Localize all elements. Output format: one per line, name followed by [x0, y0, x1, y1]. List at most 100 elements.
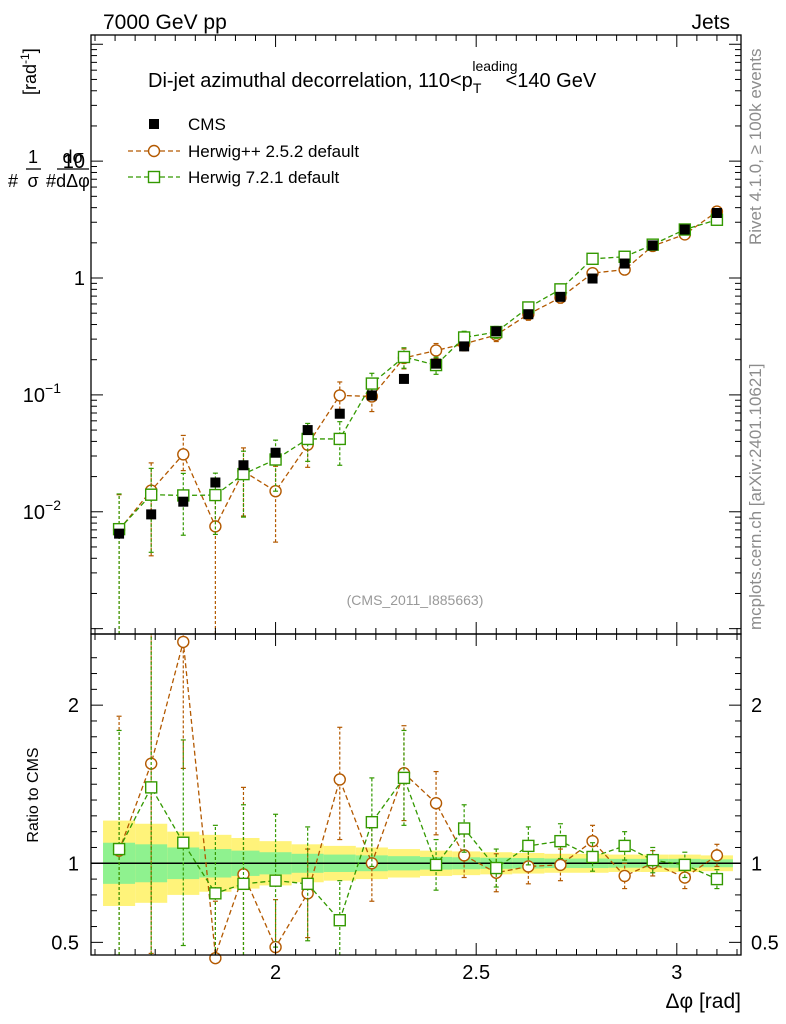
main-y-axis-label: # 1 σ # dσ dΔφ [rad-1]	[8, 48, 90, 191]
main-marks	[112, 205, 724, 634]
ylabel-sigma: σ	[27, 171, 38, 191]
ylabel-hash1: #	[8, 171, 18, 191]
ratio-ytick-label-right: 0.5	[751, 932, 779, 954]
cms-point	[178, 496, 189, 507]
cms-point	[114, 528, 125, 539]
herwigpp-ratio-point	[177, 635, 190, 649]
herwig7-ratio-point	[457, 822, 471, 835]
legend-label-cms: CMS	[188, 115, 226, 134]
cms-point	[238, 460, 249, 471]
cms-point	[711, 207, 722, 218]
title-superscript: leading	[472, 58, 517, 74]
ylabel-ddphi: dΔφ	[56, 171, 90, 191]
herwig7-point	[144, 488, 158, 501]
ytick-base: 10	[23, 385, 45, 407]
herwigpp-point	[429, 344, 443, 357]
header-right: Jets	[691, 11, 730, 34]
ratio-frame	[90, 633, 742, 956]
main-ytick-label: 10	[63, 151, 85, 173]
ylabel-unit-open: [rad	[20, 64, 40, 95]
rivet-label: Rivet 4.1.0, ≥ 100k events	[746, 49, 765, 245]
cms-point	[366, 390, 377, 401]
ylabel-unit-close: ]	[20, 48, 40, 53]
herwig7-ratio-point	[490, 861, 503, 875]
herwigpp-ratio-point	[365, 857, 379, 870]
herwig7-ratio-point	[365, 815, 379, 829]
main-ytick-label: 10−1	[23, 380, 61, 407]
herwigpp-ratio-point	[554, 858, 567, 872]
ratio-ytick-label-right: 1	[751, 853, 762, 875]
ytick-base: 1	[74, 268, 85, 290]
ytick-base: 10	[63, 151, 85, 173]
herwig7-ratio-point	[112, 842, 126, 856]
title-subscript: T	[473, 80, 482, 96]
herwigpp-ratio-point	[522, 860, 535, 873]
cms-point	[334, 408, 345, 419]
ytick-exp: −1	[45, 380, 61, 396]
ratio-ytick-label-left: 2	[68, 695, 79, 717]
ratio-marks	[112, 634, 724, 965]
legend: CMS Herwig++ 2.5.2 default Herwig 7.2.1 de…	[128, 115, 359, 187]
herwigpp-line	[118, 211, 718, 531]
cms-point	[647, 240, 658, 251]
main-ytick-label: 1	[74, 268, 85, 290]
herwig7-point	[301, 432, 314, 446]
cms-point	[523, 309, 534, 320]
xtick-label: 3	[671, 962, 682, 984]
cms-point	[587, 273, 598, 284]
herwigpp-point	[333, 389, 346, 402]
ratio-axes: 0.5 0.5 1 1 2 2 2 2.5 3	[51, 633, 779, 984]
main-title: Di-jet azimuthal decorrelation, 110<pTle…	[148, 58, 597, 96]
herwig7-ratio-point	[429, 858, 443, 872]
legend-marker-herwigpp	[147, 144, 161, 158]
herwigpp-ratio-point	[429, 796, 443, 810]
herwigpp-ratio-point	[618, 869, 631, 883]
legend-marker-cms	[149, 119, 159, 129]
ratio-y-axis-label: Ratio to CMS	[25, 747, 42, 842]
cms-point	[398, 373, 409, 384]
mcplots-label: mcplots.cern.ch [arXiv:2401.10621]	[746, 364, 765, 630]
ylabel-hash2: #	[46, 171, 56, 191]
herwig7-ratio-point	[177, 836, 190, 849]
herwig7-ratio-point	[333, 914, 346, 927]
herwig7-point	[397, 350, 411, 364]
herwigpp-ratio-point	[333, 773, 346, 786]
herwig7-point	[586, 252, 599, 266]
herwig7-ratio-point	[269, 874, 282, 887]
herwig7-point	[333, 432, 346, 446]
legend-marker-herwig7	[147, 170, 161, 184]
title-prefix: Di-jet azimuthal decorrelation, 110<p	[148, 70, 473, 92]
herwig7-ratio-point	[554, 834, 567, 848]
x-axis-symbol: Δφ	[665, 990, 693, 1013]
herwig7-ratio-point	[397, 771, 411, 785]
ratio-ytick-label-left: 0.5	[51, 932, 79, 954]
ylabel-one: 1	[28, 147, 38, 167]
herwig7-ratio-point	[586, 850, 599, 864]
ytick-base: 10	[23, 502, 45, 524]
cms-point	[619, 258, 630, 269]
herwig7-ratio-point	[209, 887, 222, 900]
ratio-bands	[91, 820, 741, 906]
herwig7-point	[209, 488, 222, 502]
herwig7-ratio-point	[710, 872, 724, 886]
cms-point	[302, 425, 313, 436]
ratio-ytick-label-right: 2	[751, 695, 762, 717]
herwig7-ratio-point	[678, 858, 692, 872]
ratio-ytick-label-left: 1	[68, 853, 79, 875]
cms-point	[491, 326, 502, 337]
cms-point	[431, 358, 442, 369]
herwig7-point	[237, 467, 250, 481]
cms-point	[146, 509, 157, 520]
herwigpp-ratio-line	[118, 641, 718, 956]
watermark: (CMS_2011_I885663)	[347, 592, 484, 608]
herwig7-point	[365, 377, 379, 390]
ratio-panel: 0.5 0.5 1 1 2 2 2 2.5 3 Ratio to CMS Δφ [rad]	[25, 633, 779, 1013]
herwig7-ratio-point	[646, 853, 659, 867]
herwigpp-ratio-point	[586, 834, 599, 848]
xtick-label: 2	[270, 962, 281, 984]
herwig7-ratio-point	[301, 877, 314, 891]
title-suffix: <140 GeV	[506, 70, 597, 92]
ylabel-unit: [rad-1]	[18, 48, 40, 95]
cms-point	[679, 224, 690, 235]
